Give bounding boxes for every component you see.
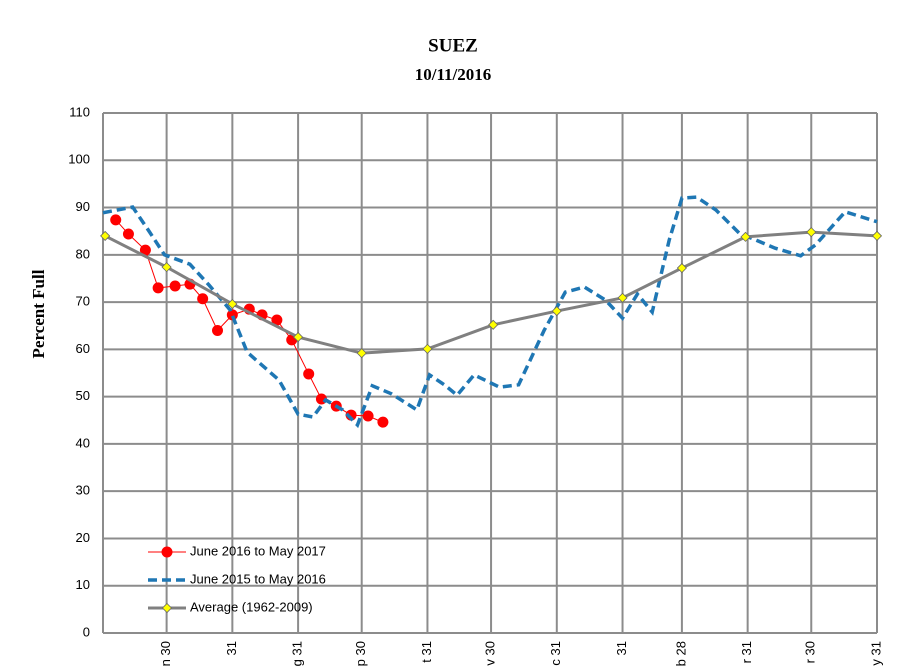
point-marker [271,314,283,326]
point-marker [100,230,111,241]
point-marker [122,228,134,240]
series-line [102,195,878,429]
point-marker [362,410,374,422]
chart-title: SUEZ [428,35,478,56]
point-marker [740,231,751,242]
point-marker [161,262,172,273]
y-tick-label: 20 [76,530,90,545]
point-marker [303,368,315,380]
point-marker [676,262,687,274]
x-tick-label: r 30 [803,641,818,663]
x-tick-label: v 30 [482,641,497,666]
x-tick-label: p 30 [353,641,368,666]
point-marker [377,416,389,428]
legend-item: June 2016 to May 2017 [148,543,326,558]
legend-item: Average (1962-2009) [148,599,313,614]
y-tick-label: 0 [83,624,90,639]
legend-item: June 2015 to May 2016 [148,571,326,586]
x-tick-label: t 31 [419,641,434,663]
point-marker [197,293,209,305]
y-tick-label: 60 [76,341,90,356]
y-tick-label: 70 [76,294,90,309]
y-tick-label: 40 [76,435,90,450]
point-marker [152,282,164,294]
legend-label: June 2016 to May 2017 [190,543,326,558]
x-tick-label: 31 [614,641,629,655]
y-tick-label: 50 [76,388,90,403]
y-tick-label: 30 [76,483,90,498]
y-tick-label: 10 [76,577,90,592]
y-tick-label: 110 [69,104,90,119]
point-marker [161,546,173,558]
y-tick-label: 80 [76,246,90,261]
point-marker [169,280,181,292]
x-tick-label: c 31 [548,641,563,666]
y-tick-label: 90 [76,199,90,214]
x-tick-label: g 31 [290,641,305,666]
chart-subtitle: 10/11/2016 [415,65,492,84]
x-tick-label: n 30 [158,641,173,666]
series-line [115,219,384,423]
legend-label: Average (1962-2009) [190,599,313,614]
point-marker [488,319,499,330]
point-marker [551,306,562,317]
point-marker [110,214,122,226]
point-marker [293,332,304,343]
x-tick-label: r 31 [739,641,754,663]
point-marker [161,602,173,614]
y-tick-label: 100 [68,152,90,167]
point-marker [227,298,238,310]
point-marker [422,343,433,354]
x-tick-label: 31 [224,641,239,655]
y-axis-label: Percent Full [29,269,48,358]
point-marker [617,292,628,303]
x-tick-label: y 31 [868,641,883,666]
point-marker [212,324,224,336]
x-tick-label: b 28 [673,641,688,666]
point-marker [871,230,883,241]
point-marker [139,244,151,256]
legend-label: June 2015 to May 2016 [190,571,326,586]
point-marker [806,227,817,238]
point-marker [356,348,367,359]
